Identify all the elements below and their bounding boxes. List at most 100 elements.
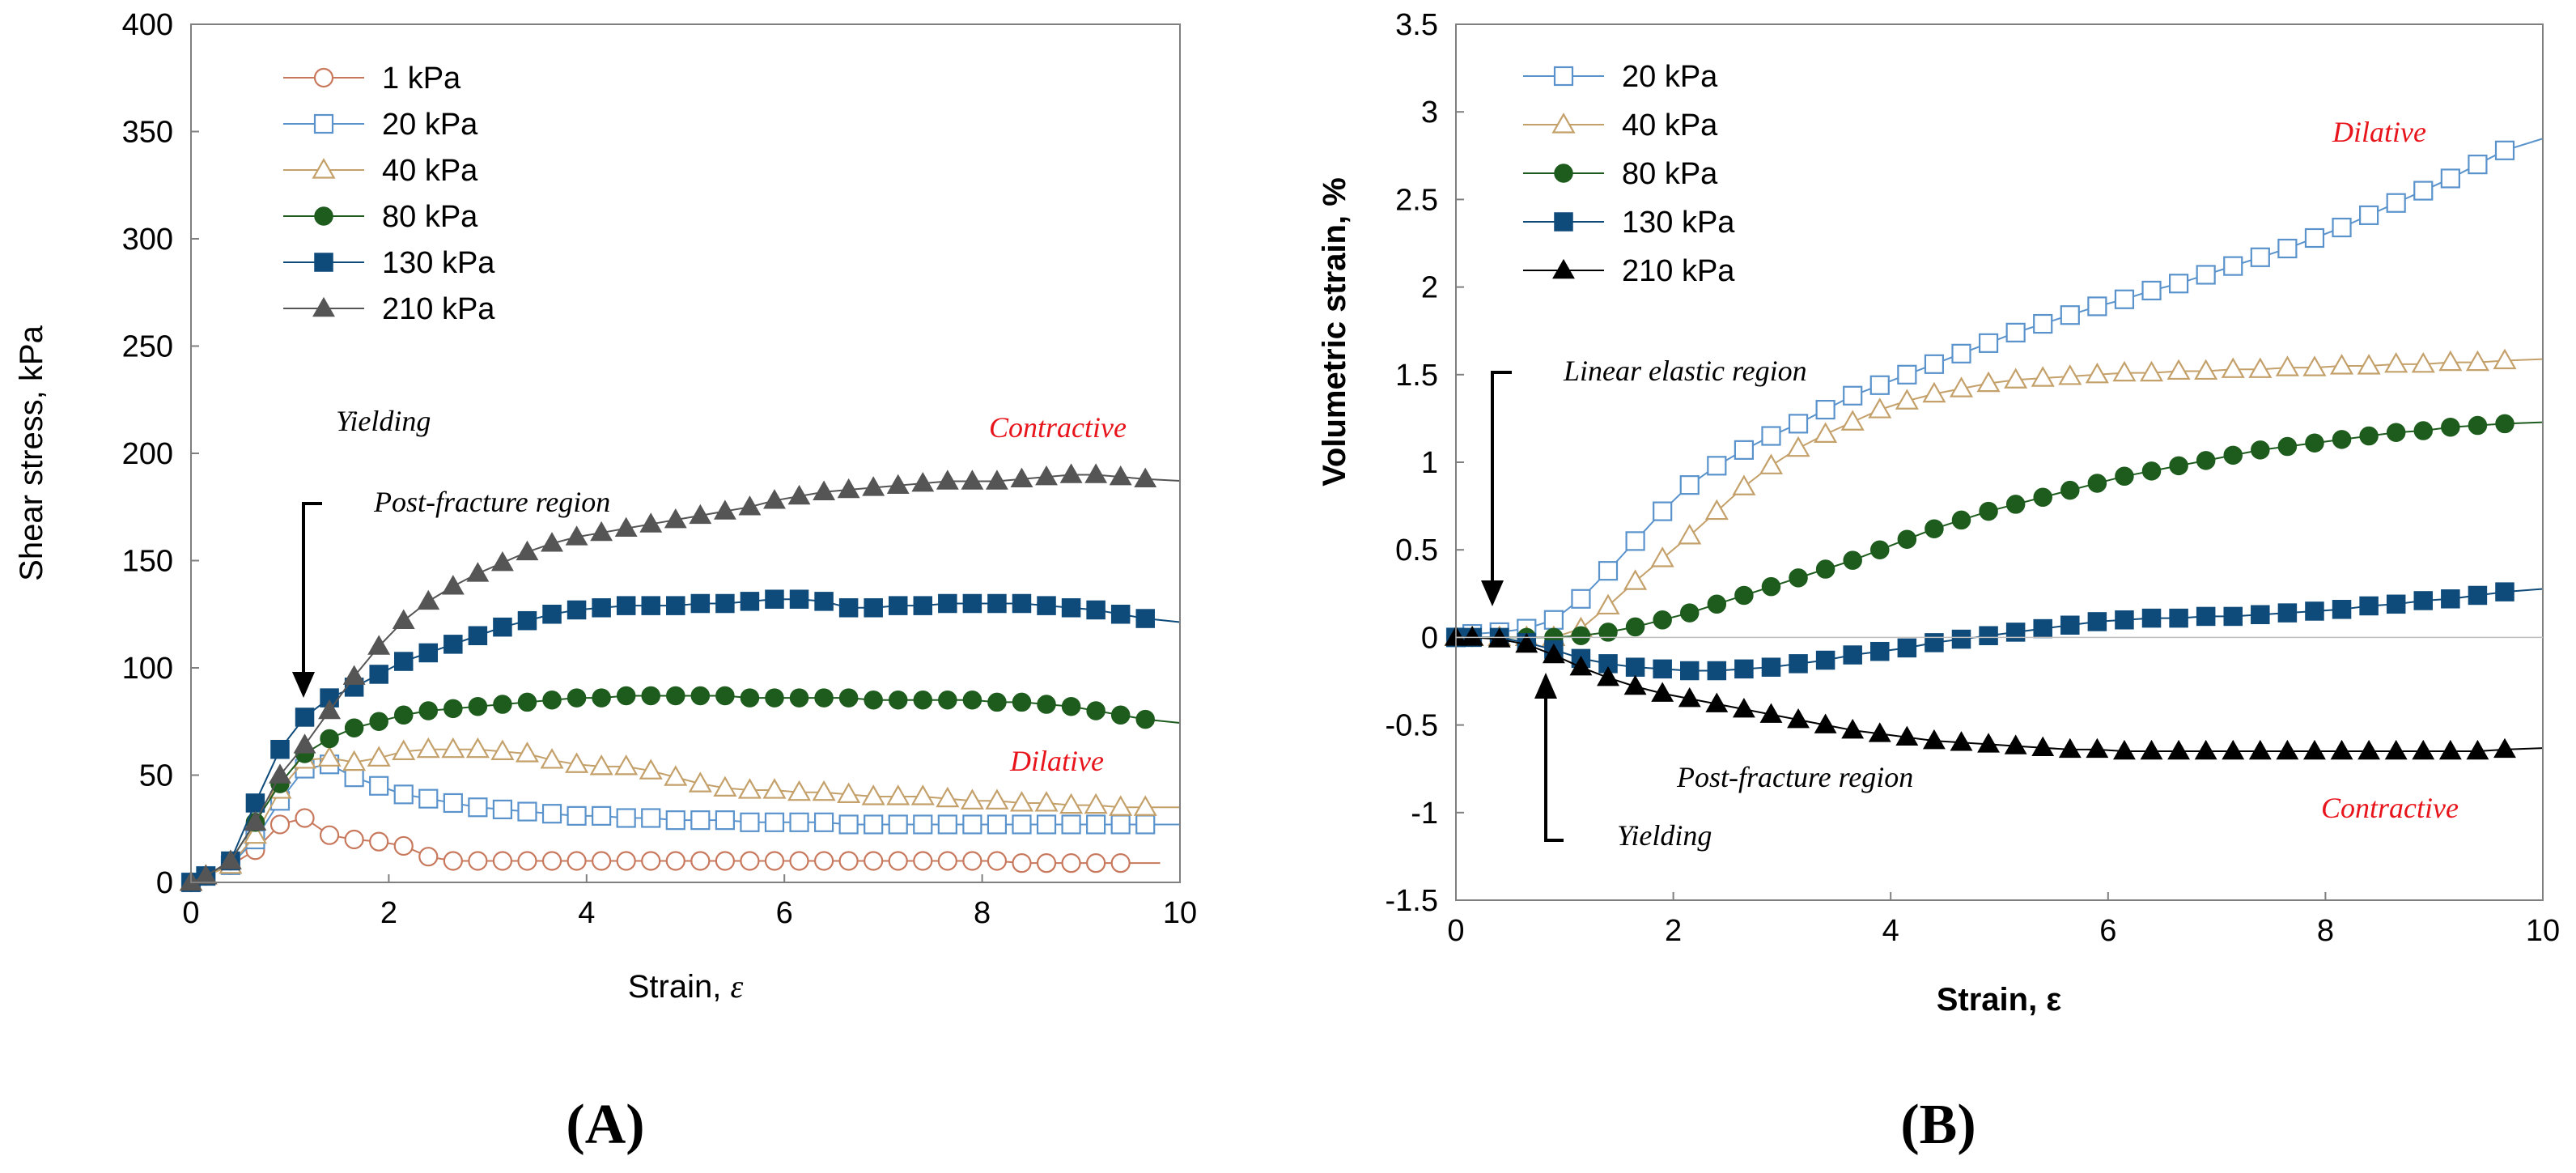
panel-a-legend-marker	[312, 296, 335, 317]
panel-b-legend-label: 210 kPa	[1622, 254, 1735, 288]
panel-b-y-axis-title: Volumetric strain, %	[1317, 177, 1352, 487]
panel-a-series-20-kpa-point	[616, 808, 636, 828]
panel-a-y-tick-label: 150	[122, 545, 173, 579]
panel-b-series-130-kpa-point	[2115, 610, 2134, 630]
panel-a-series-130-kpa-point	[592, 598, 611, 618]
panel-a-series-130-kpa-point	[443, 635, 463, 654]
panel-b-series-210-kpa-point	[1895, 725, 1919, 746]
panel-a-series-40-kpa-point	[787, 780, 812, 801]
panel-a-series-20-kpa-point	[1135, 814, 1156, 835]
panel-a-series-40-kpa-point	[589, 754, 613, 776]
panel-b-series-210-kpa-point	[1868, 722, 1891, 742]
panel-a-series-130-kpa-point	[1012, 593, 1032, 614]
panel-a-series-210-kpa	[180, 463, 1181, 891]
panel-b-series-20-kpa-point	[1679, 475, 1700, 495]
panel-b-series-80-kpa-point	[2305, 433, 2324, 453]
panel-a-series-20-kpa-point	[690, 810, 711, 831]
panel-b-legend-marker	[1552, 258, 1575, 279]
panel-a-series-80-kpa-point	[320, 729, 339, 749]
panel-b-series-130-kpa-point	[2359, 596, 2379, 616]
panel-a-label: (A)	[566, 1094, 644, 1156]
panel-b-series-210-kpa-point	[2357, 739, 2381, 760]
panel-b-series-40-kpa-point	[1678, 524, 1702, 545]
panel-b-arrowhead-down-icon	[1481, 580, 1504, 606]
panel-a-series-130-kpa-point	[1135, 609, 1155, 628]
panel-a-series-210-kpa-point	[713, 499, 736, 520]
panel-b-series-20-kpa-point	[1707, 456, 1727, 476]
panel-a-series-210-kpa-point	[837, 478, 860, 499]
panel-b-series-40-kpa-point	[2411, 351, 2435, 373]
panel-b-series-210-kpa-line	[1456, 636, 2544, 753]
panel-b-series-80-kpa-point	[2359, 426, 2379, 446]
panel-b-series-20-kpa-point	[1571, 589, 1591, 609]
panel-b-legend-marker	[1553, 66, 1574, 87]
panel-a-series-20-kpa-point	[443, 793, 463, 814]
panel-a-legend-label: 80 kPa	[382, 200, 478, 234]
panel-b-series-130-kpa-point	[2196, 606, 2216, 627]
panel-a-series-130-kpa-point	[666, 596, 685, 615]
panel-a-series-130-kpa-point	[270, 739, 290, 759]
panel-b-series-210-kpa-point	[2086, 737, 2109, 759]
panel-b-annotation-yielding: Yielding	[1617, 819, 1712, 852]
panel-b-series-40-kpa-point	[1922, 381, 1946, 403]
panel-a-legend-label: 20 kPa	[382, 108, 478, 142]
panel-a-series-20-kpa-point	[813, 812, 834, 832]
panel-b-series-210-kpa-point	[1678, 686, 1701, 708]
panel-a-series-20-kpa-point	[962, 814, 982, 835]
panel-b-series-40-kpa-point	[2194, 359, 2218, 380]
panel-a-series-40-kpa-point	[639, 759, 663, 780]
panel-b-legend-entry: 40 kPa	[1523, 108, 1718, 142]
panel-b-series-40-kpa-point	[1704, 499, 1729, 521]
panel-a-series-20-kpa-point	[789, 812, 809, 832]
panel-a-series-20-kpa-point	[592, 805, 612, 826]
panel-b-series-80-kpa-point	[1734, 585, 1754, 606]
panel-b-series-20-kpa-line	[1455, 138, 2544, 639]
panel-a-series	[179, 463, 1181, 893]
panel-b-series-40-kpa-point	[1732, 474, 1756, 495]
panel-a-series-210-kpa-point	[541, 532, 563, 552]
panel-a-series-130-kpa-point	[1086, 600, 1106, 620]
panel-b-series-80-kpa-point	[2033, 487, 2052, 508]
panel-b-annotation-post-fracture: Post-fracture region	[1676, 761, 1913, 793]
panel-a-series-40-kpa-point	[1059, 793, 1084, 814]
panel-b-series-20-kpa-point	[1734, 440, 1754, 460]
panel-a-series-1-kpa-point	[319, 825, 340, 845]
panel-b-series-80-kpa-point	[1707, 594, 1727, 614]
panel-b-series-20-kpa-point	[2359, 205, 2379, 225]
panel-a-series-130-kpa-point	[913, 596, 933, 615]
panel-b-series-210-kpa-point	[2194, 739, 2217, 760]
panel-a-series-80-kpa-point	[344, 718, 364, 737]
panel-b-y-tick-label: 3	[1421, 96, 1438, 130]
panel-b-series-20-kpa-point	[2114, 289, 2135, 309]
panel-b-y-tick-label: -0.5	[1386, 709, 1438, 743]
panel-a-legend-label: 130 kPa	[382, 246, 495, 280]
panel-a-series-210-kpa-point	[516, 540, 539, 561]
panel-b-series-130-kpa-point	[1734, 659, 1754, 679]
panel-a-series-40-kpa-point	[713, 776, 737, 797]
panel-b-series-130-kpa-point	[1843, 645, 1862, 665]
panel-b-series-40-kpa-point	[2302, 355, 2327, 376]
panel-b-series-80-kpa-point	[1761, 576, 1781, 597]
panel-b-series-40-kpa-point	[2275, 355, 2299, 376]
panel-b-series-210-kpa-point	[1705, 692, 1729, 712]
panel-a-series-210-kpa-point	[565, 525, 588, 546]
panel-a-series-1-kpa-point	[567, 851, 587, 871]
panel-a-series-1-kpa-point	[665, 851, 685, 871]
panel-a-series-210-kpa-point	[738, 495, 762, 516]
panel-a-series-1-kpa-point	[1061, 853, 1081, 873]
panel-a-series-130-kpa-point	[987, 593, 1007, 614]
panel-b-series-80-kpa-point	[1870, 540, 1890, 559]
panel-a-series-130-kpa-point	[295, 708, 315, 727]
panel-a-series-210-kpa-point	[1084, 463, 1108, 483]
panel-b-series-80-kpa-point	[2251, 440, 2270, 460]
panel-a-series-40-kpa-point	[614, 754, 639, 776]
panel-a-series-80-kpa-point	[616, 686, 636, 706]
panel-b-series-80-kpa-point	[1979, 501, 1998, 521]
panel-b-series-210-kpa-point	[1787, 708, 1810, 729]
panel-a-series-80-kpa-point	[864, 691, 883, 710]
panel-b-series-20-kpa-point	[2332, 217, 2352, 238]
panel-b-series-20-kpa-point	[2223, 256, 2243, 276]
panel-a-series-210-kpa-point	[1134, 467, 1157, 488]
panel-b-series-210-kpa-point	[1597, 666, 1619, 686]
